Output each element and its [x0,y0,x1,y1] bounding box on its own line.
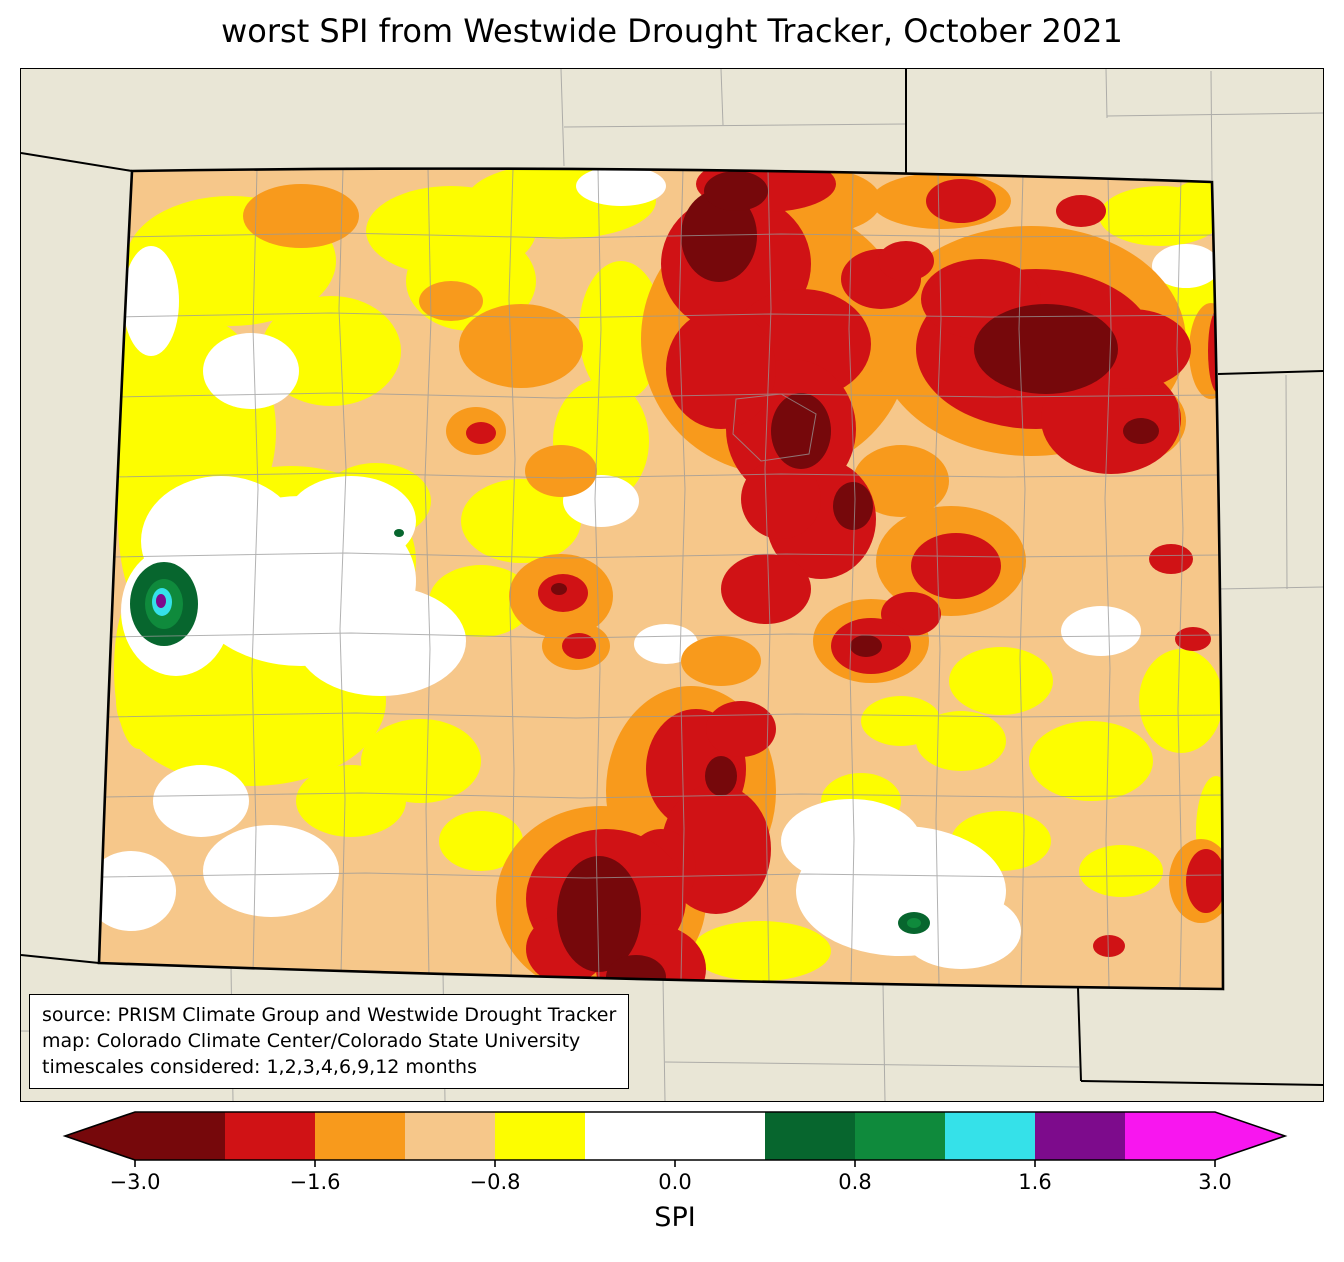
source-line: source: PRISM Climate Group and Westwide… [42,1004,617,1026]
spi-green-speck [394,529,404,537]
colorbar-segment [585,1112,675,1160]
spi-white-regions [99,168,1220,969]
colorbar-tick-label: −3.0 [109,1170,161,1194]
colorbar-tick-label: −0.8 [469,1170,521,1194]
colorbar-segment [1035,1112,1125,1160]
colorbar-segment [315,1112,405,1160]
colorbar-segment [135,1112,225,1160]
timescales-line: timescales considered: 1,2,3,4,6,9,12 mo… [42,1056,477,1078]
colorbar-segment [945,1112,1035,1160]
colorbar-tick-label: 3.0 [1198,1170,1232,1194]
colorbar-segment [855,1112,945,1160]
figure-title: worst SPI from Westwide Drought Tracker,… [221,12,1123,50]
colorbar-axis-label: SPI [654,1202,696,1233]
spi-positive-anomaly-west [130,562,198,646]
colorbar-bar [62,1111,1288,1167]
map-credit-line: map: Colorado Climate Center/Colorado St… [42,1030,581,1052]
map-axes: source: PRISM Climate Group and Westwide… [20,68,1324,1102]
colorbar-segment [765,1112,855,1160]
colorbar-segment [675,1112,765,1160]
colorbar-tick-label: −1.6 [289,1170,341,1194]
colorbar-segment [495,1112,585,1160]
colorbar-tick-label: 0.0 [658,1170,692,1194]
colorado-county-lines [101,168,1223,989]
colorbar-over-arrow [1215,1112,1285,1160]
colorbar-tick-label: 1.6 [1018,1170,1052,1194]
spi-maroon-regions [551,171,1159,989]
colorbar-segment [1125,1112,1215,1160]
source-box: source: PRISM Climate Group and Westwide… [29,994,630,1089]
spi-positive-anomaly-southeast [898,912,930,934]
colorbar-segment [405,1112,495,1160]
colorbar-under-arrow [65,1112,135,1160]
colorbar-tick-label: 0.8 [838,1170,872,1194]
colorbar-segment [225,1112,315,1160]
colorado-border [97,167,1225,991]
state-borders [21,69,1323,1086]
colorbar: −3.0 −1.6 −0.8 0.0 0.8 1.6 3.0 SPI [0,1100,1344,1262]
colorado-spi-map [21,69,1323,1101]
